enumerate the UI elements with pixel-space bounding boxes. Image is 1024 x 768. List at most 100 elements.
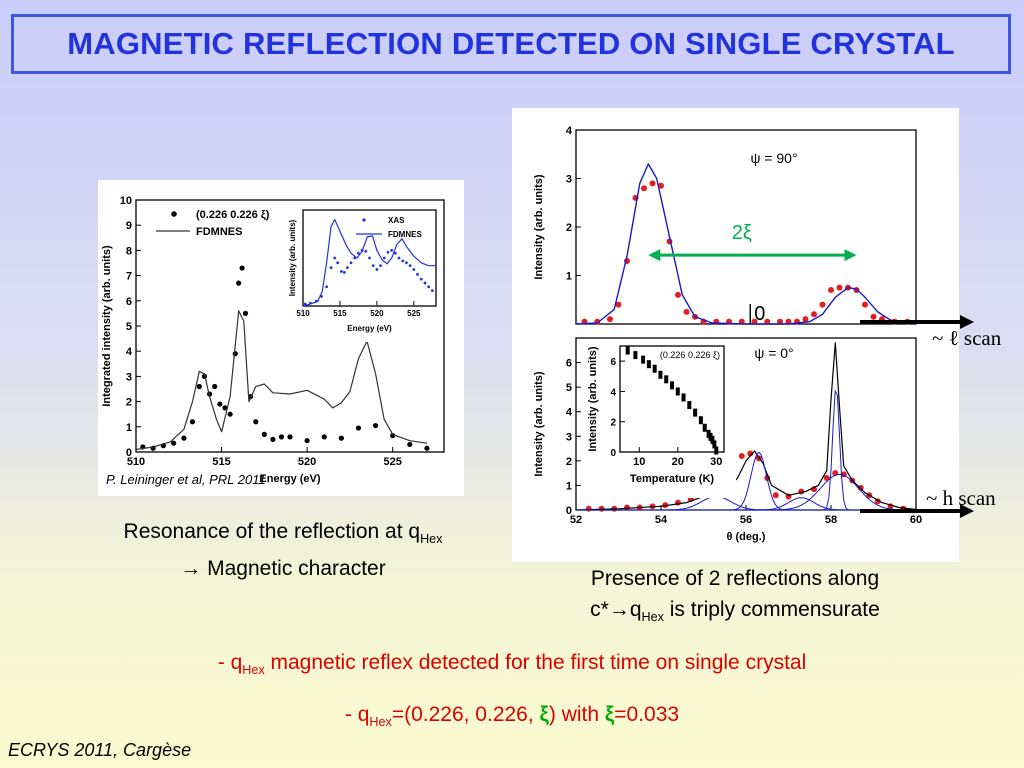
psi90-y-tick-label: 3 [566,174,572,186]
inset-data-point [401,259,405,263]
main-y-tick-label: 0 [126,447,132,459]
temp-data-point [652,364,657,373]
psi90-y-tick-label: 1 [566,271,572,283]
inset-x-tick-label: 525 [407,309,421,318]
bullet-2: - qHex=(0.226, 0.226, ξ) with ξ=0.033 [344,703,680,730]
temp-data-point [658,370,663,379]
inset-data-point [430,289,434,293]
inset-data-point [379,264,382,268]
right-caption-line-1: Presence of 2 reflections along [590,567,880,590]
main-data-point [287,434,293,440]
l-scan-arrowhead [960,315,974,329]
psi90-series-fit-line [575,163,917,325]
resonance-chart: 510 515 520 525 0 1 2 3 4 5 6 7 8 9 10 Energy (eV) Integ… [101,195,445,485]
main-data-point [239,265,245,271]
psi0-y-tick-label: 3 [566,431,572,443]
h-scan-arrowhead [960,504,974,518]
psi90-data-point [862,301,868,308]
temp-y-tick-label: 2 [610,418,616,429]
inset-data-point [375,268,379,271]
main-y-tick-label: 7 [126,271,132,283]
slide-title: MAGNETIC REFLECTION DETECTED ON SINGLE C… [67,26,955,61]
two-xi-arrowhead-right [844,249,857,262]
main-data-point [304,438,310,444]
left-caption-line-2: → Magnetic character [180,557,386,581]
main-data-point [181,435,187,441]
main-data-point [196,383,202,390]
footer: ECRYS 2011, Cargèse [8,740,192,760]
temp-data-point [664,375,669,384]
temp-annotation: (0.226 0.226 ξ) [660,350,720,360]
psi90-data-point [802,316,809,323]
main-y-tick-label: 6 [126,296,132,308]
inset-data-point [416,272,419,276]
psi0-y-tick-label: 0 [566,505,572,517]
main-data-point [222,405,228,411]
left-caption-line-1: Resonance of the reflection at qHex [123,520,443,547]
citation: P. Leininger et al, PRL 2011 [106,472,266,487]
main-x-tick-label: 510 [127,456,145,468]
psi90-y-tick-label: 4 [566,125,573,137]
inset-data-point [423,281,427,285]
main-data-point [278,434,285,440]
temp-x-tick-label: 20 [672,456,684,468]
main-legend-marker [171,211,177,217]
psi0-x-tick-label: 60 [910,514,922,526]
main-y-tick-label: 8 [126,245,132,257]
main-data-point [242,310,249,316]
psi0-y-tick-label: 2 [566,456,572,468]
psi90-data-point [836,284,843,291]
psi0-data-point [624,504,630,511]
temp-data-point [714,446,719,455]
psi90-data-point [777,318,783,325]
h-scan-label: ~ h scan [926,486,996,510]
psi90-data-point [641,185,647,192]
inset-data-point [349,261,353,265]
main-data-point [171,440,177,446]
inset-data-point [405,261,408,265]
temp-data-point [625,346,630,355]
psi0-data-point [738,452,745,459]
main-data-point [261,431,267,437]
temp-x-axis-label: Temperature (K) [630,473,714,485]
psi0-data-point [585,505,592,512]
main-data-point [355,425,362,431]
psi90-data-point [811,311,817,318]
temp-data-point [693,408,698,417]
psi90-data-point [785,318,792,325]
inset-background [273,206,439,342]
main-series-FDMNES-line [135,310,427,451]
psi90-data-point [658,182,664,189]
scan-arrows [860,315,974,518]
psi90-y-tick-label: 2 [566,222,572,234]
inset-x-tick-label: 515 [333,309,347,318]
main-data-point [212,383,218,390]
psi90-y-axis-label: Intensity (arb. units) [533,174,545,279]
inset-data-point [412,268,416,271]
psi90-data-point [607,316,613,323]
inset-legend-entry: XAS [388,216,405,225]
temperature-inset-background [596,340,736,498]
main-data-point [407,441,413,448]
main-data-point [236,280,242,286]
inset-legend-entry: FDMNES [388,230,422,239]
inset-data-point [419,277,423,281]
scan-figure: 1 2 3 4 Intensity (arb. units) ψ = 90° 2ξ 0 52 54… [512,108,959,562]
main-y-tick-label: 1 [126,422,132,434]
inset-data-point [408,264,412,268]
main-legend-entry: (0.226 0.226 ξ) [196,209,270,221]
right-caption: Presence of 2 reflections along c*→qHex … [520,563,950,633]
temp-data-point [681,393,686,402]
psi90-data-point [675,291,681,298]
inset-data-point [393,251,397,255]
psi0-x-axis-label: θ (deg.) [727,531,766,543]
psi90-data-point [683,308,690,315]
inset-data-point [386,250,390,254]
inset-data-point [336,261,340,265]
two-xi-label: 2ξ [732,222,752,244]
temp-data-point [670,381,674,390]
main-data-point [189,419,196,425]
psi0-y-tick-label: 6 [566,358,572,370]
psi0-y-tick-label: 5 [566,382,572,394]
